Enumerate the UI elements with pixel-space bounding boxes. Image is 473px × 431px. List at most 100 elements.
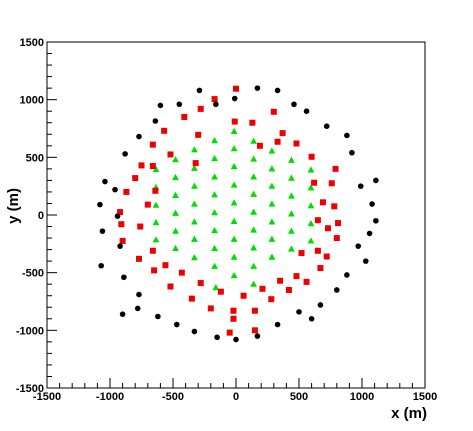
square-marker (314, 217, 321, 224)
square-marker (230, 315, 237, 322)
circle-marker (119, 311, 126, 317)
triangle-marker (250, 262, 258, 269)
square-marker (132, 175, 139, 182)
triangle-marker (230, 253, 238, 260)
triangle-marker (172, 173, 179, 181)
circle-marker (102, 178, 108, 185)
triangle-marker (172, 244, 179, 252)
circle-marker (136, 133, 142, 140)
circle-marker (97, 201, 103, 208)
square-marker (324, 225, 331, 232)
square-marker (226, 329, 233, 336)
x-tick-label: 0 (233, 391, 239, 403)
circle-marker (121, 274, 127, 281)
triangle-marker (230, 145, 238, 152)
square-marker (162, 262, 169, 269)
square-marker (149, 247, 156, 254)
circle-marker (355, 243, 362, 249)
y-tick-label: 1000 (20, 95, 44, 107)
circle-marker (98, 262, 104, 269)
triangle-marker (152, 218, 160, 226)
triangle-marker (250, 226, 258, 233)
circle-marker (323, 123, 330, 129)
triangle-marker (268, 235, 276, 242)
circle-marker (231, 95, 238, 102)
square-marker (317, 265, 324, 272)
triangle-marker (152, 236, 160, 243)
square-marker (181, 113, 188, 120)
triangle-marker (172, 156, 179, 163)
circle-marker (213, 101, 219, 108)
circle-marker (357, 183, 364, 189)
triangle-marker (307, 184, 315, 191)
triangle-marker (211, 173, 218, 180)
circle-marker (196, 87, 203, 94)
axes: -1500 -1000 -500 0 500 1000 1500 -1500 -1000 -500… (16, 37, 437, 403)
triangle-marker (211, 209, 218, 216)
triangle-marker (230, 217, 238, 224)
circle-marker (373, 177, 379, 184)
triangle-marker (288, 210, 295, 217)
triangle-marker (288, 174, 295, 181)
triangle-marker (250, 155, 258, 162)
triangle-marker (191, 182, 198, 189)
circle-marker (191, 328, 198, 335)
y-tick-label: -1000 (16, 325, 44, 337)
x-tick-label: 1500 (413, 391, 437, 403)
triangle-marker (288, 227, 295, 234)
circle-marker (254, 333, 261, 339)
circle-marker (254, 85, 261, 91)
circle-marker (362, 258, 369, 264)
square-marker (207, 305, 214, 312)
circle-marker (349, 149, 355, 156)
triangle-marker (268, 147, 276, 154)
square-marker (149, 141, 156, 148)
triangle-marker (191, 235, 198, 242)
square-marker (167, 151, 174, 158)
triangle-marker (211, 154, 218, 162)
circle-marker (117, 243, 123, 249)
square-marker (323, 253, 330, 260)
square-marker (137, 223, 144, 230)
triangle-marker (191, 200, 198, 207)
square-marker (161, 127, 168, 134)
square-marker (259, 285, 266, 292)
circle-marker (274, 87, 281, 94)
circle-marker (366, 230, 373, 237)
circle-marker (344, 272, 350, 278)
triangle-marker (250, 280, 258, 287)
square-marker (285, 286, 292, 293)
square-marker (231, 118, 238, 125)
square-marker (230, 307, 237, 314)
triangle-marker (250, 137, 258, 144)
triangle-marker (307, 237, 315, 244)
square-marker (319, 199, 326, 206)
triangle-marker (288, 156, 295, 163)
circle-marker (291, 101, 297, 108)
y-tick-label: -500 (22, 268, 44, 280)
square-marker (135, 255, 142, 262)
triangle-marker (211, 226, 218, 234)
square-marker (256, 142, 263, 149)
triangle-marker (268, 165, 276, 172)
square-marker (195, 131, 202, 138)
square-marker (298, 250, 305, 257)
y-tick-label: 0 (38, 210, 44, 222)
triangle-marker (268, 253, 276, 260)
circle-marker (134, 305, 141, 312)
square-marker (178, 269, 185, 276)
triangle-marker (268, 182, 276, 189)
square-marker (314, 247, 321, 254)
triangle-marker (307, 220, 315, 227)
x-tick-label: 500 (290, 391, 308, 403)
square-marker (335, 220, 342, 227)
triangle-marker (250, 190, 258, 197)
triangle-marker (268, 218, 276, 225)
circle-marker (303, 108, 310, 114)
circle-marker (373, 217, 379, 224)
triangle-marker (211, 191, 218, 198)
circle-marker (233, 336, 239, 343)
triangle-marker (211, 262, 218, 269)
triangle-marker (211, 137, 218, 144)
triangle-marker (191, 218, 198, 225)
